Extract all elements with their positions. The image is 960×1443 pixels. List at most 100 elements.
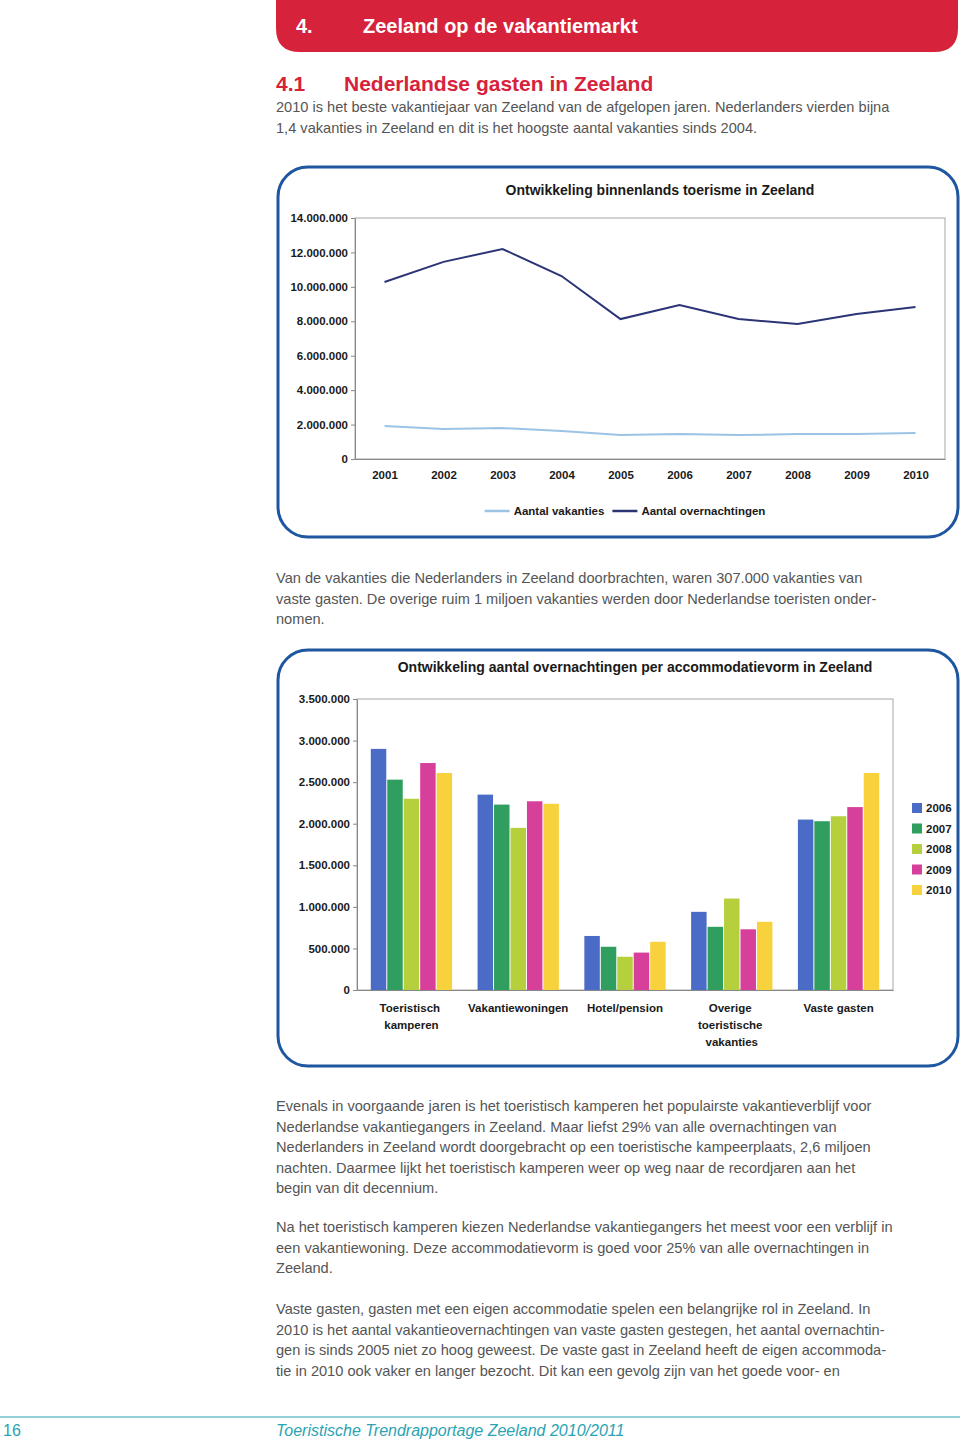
y-tick-mark [351, 390, 355, 391]
y-tick-label: 4.000.000 [297, 384, 348, 396]
x-tick: 2010 [903, 469, 929, 481]
y-tick: 2.500.000 [299, 776, 357, 788]
paragraph: Vaste gasten, gasten met een eigen accom… [276, 1301, 886, 1379]
legend-swatch [912, 885, 922, 895]
legend-label: 2009 [926, 864, 952, 876]
x-tick: 2008 [785, 469, 811, 481]
y-tick: 1.000.000 [299, 901, 357, 913]
legend-item: 2006 [912, 802, 952, 814]
bar [691, 912, 706, 990]
paragraph-line: 1,4 vakanties in Zeeland en dit is het h… [276, 120, 757, 136]
legend-item: 2008 [912, 843, 952, 855]
x-axis-line [358, 990, 894, 991]
bar [798, 820, 813, 990]
x-tick: Vakantiewoningen [468, 1002, 568, 1014]
legend-item: Aantal overnachtingen [612, 505, 765, 517]
y-tick-mark [351, 356, 355, 357]
chart: Ontwikkeling aantal overnachtingen per a… [278, 650, 958, 1066]
header-title: Zeeland op de vakantiemarkt [363, 15, 638, 37]
y-tick: 2.000.000 [299, 818, 357, 830]
marks [385, 249, 916, 435]
y-tick-label: 8.000.000 [297, 315, 348, 327]
bar [478, 795, 493, 990]
bar [724, 899, 739, 990]
legend-label: 2007 [926, 823, 952, 835]
paragraph-line: Zeeland. [276, 1260, 333, 1276]
paragraph-line: nachten. Daarmee lijkt het toeristisch k… [276, 1160, 855, 1176]
legend-label: Aantal vakanties [514, 505, 605, 517]
x-tick: 2003 [490, 469, 516, 481]
header-bar [276, 0, 958, 52]
bar [510, 828, 525, 990]
x-tick-label: Toeristisch kamperen [380, 1002, 444, 1031]
chart-title: Ontwikkeling binnenlands toerisme in Zee… [506, 182, 815, 198]
legend-label: 2010 [926, 884, 952, 896]
y-tick-label: 14.000.000 [290, 212, 348, 224]
y-tick-mark [353, 907, 357, 908]
y-tick: 14.000.000 [290, 212, 355, 224]
paragraph-line: een vakantiewoning. Deze accommodatievor… [276, 1240, 869, 1256]
y-tick-label: 2.000.000 [299, 818, 350, 830]
y-axis-line [355, 219, 356, 460]
y-axis: 0 2.000.000 4.000.000 6.000.000 8.000.000 10.… [290, 212, 355, 465]
paragraph: Van de vakanties die Nederlanders in Zee… [276, 570, 876, 627]
y-tick: 2.000.000 [297, 419, 355, 431]
paragraph-line: tie in 2010 ook vaker en langer bezocht.… [276, 1363, 840, 1379]
legend: Aantal vakanties Aantal overnachtingen [485, 505, 766, 517]
x-tick: 2007 [726, 469, 752, 481]
x-tick: Toeristisch kamperen [380, 1002, 444, 1031]
paragraph-line: nomen. [276, 611, 325, 627]
paragraph-line: Van de vakanties die Nederlanders in Zee… [276, 570, 862, 586]
y-axis-line [357, 700, 358, 991]
legend-swatch [485, 510, 510, 513]
x-tick-label: 2003 [490, 469, 516, 481]
chart-title: Ontwikkeling aantal overnachtingen per a… [398, 659, 873, 675]
y-tick-label: 1.500.000 [299, 859, 350, 871]
legend-swatch [912, 824, 922, 834]
bar [847, 807, 862, 990]
paragraph-line: Nederlandse vakantiegangers in Zeeland. … [276, 1119, 837, 1135]
y-tick: 3.000.000 [299, 735, 357, 747]
x-tick-label: Overige toeristische vakanties [698, 1002, 766, 1047]
legend: 2006 2007 2008 2009 2010 [912, 802, 952, 896]
legend-swatch [912, 803, 922, 813]
y-tick: 1.500.000 [299, 859, 357, 871]
bar [437, 773, 452, 990]
paragraph: 2010 is het beste vakantiejaar van Zeela… [276, 99, 890, 136]
paragraph-line: Nederlanders in Zeeland wordt doorgebrac… [276, 1139, 871, 1155]
bar [617, 957, 632, 990]
section-title: Nederlandse gasten in Zeeland [344, 72, 653, 95]
y-tick-label: 0 [342, 453, 348, 465]
bar [387, 780, 402, 990]
y-tick-mark [351, 218, 355, 219]
y-tick: 12.000.000 [290, 247, 355, 259]
x-tick: 2009 [844, 469, 870, 481]
y-tick: 6.000.000 [297, 350, 355, 362]
paragraph-line: 2010 is het aantal vakantieovernachtinge… [276, 1322, 885, 1338]
x-axis: Toeristisch kamperenVakantiewoningenHote… [358, 991, 894, 1048]
chart-box [278, 167, 958, 537]
bar [650, 942, 665, 990]
y-tick-label: 12.000.000 [290, 247, 348, 259]
y-tick-mark [353, 948, 357, 949]
bar [864, 773, 879, 990]
x-tick: 2002 [431, 469, 457, 481]
y-tick-label: 0 [344, 984, 350, 996]
y-tick-mark [351, 425, 355, 426]
header-chapter: 4. [296, 15, 313, 37]
y-tick-label: 10.000.000 [290, 281, 348, 293]
x-tick: 2001 [372, 469, 398, 481]
paragraph: Na het toeristisch kamperen kiezen Neder… [276, 1219, 893, 1276]
x-tick-label: Vaste gasten [803, 1002, 873, 1014]
y-tick-label: 500.000 [308, 943, 350, 955]
series-line [385, 249, 916, 324]
paragraph-line: vaste gasten. De overige ruim 1 miljoen … [276, 591, 876, 607]
series-line [385, 426, 916, 435]
x-tick-label: 2008 [785, 469, 811, 481]
bar [757, 922, 772, 990]
x-tick-label: 2004 [549, 469, 575, 481]
paragraph-line: Vaste gasten, gasten met een eigen accom… [276, 1301, 870, 1317]
x-tick: Vaste gasten [803, 1002, 873, 1014]
legend-swatch [912, 844, 922, 854]
bar [494, 805, 509, 990]
